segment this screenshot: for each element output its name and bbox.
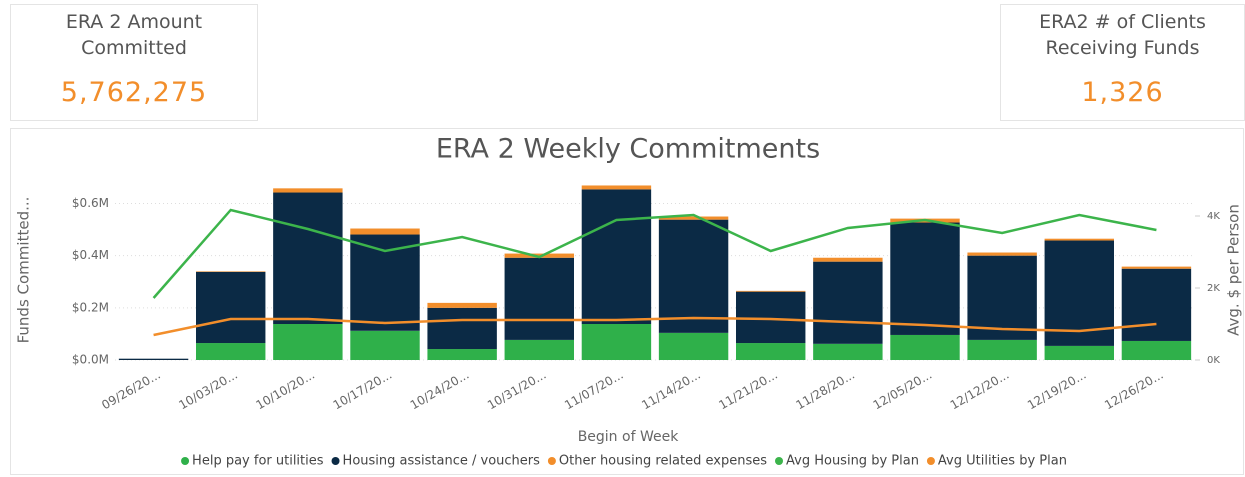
- y-tick-label: $0.4M: [72, 248, 109, 262]
- bar-segment: [813, 343, 883, 360]
- legend-swatch: [331, 457, 340, 465]
- y2-tick-label: 4K: [1207, 211, 1220, 222]
- x-tick-label: 09/26/20...: [99, 368, 163, 413]
- x-tick-label: 11/07/20...: [562, 368, 626, 413]
- x-tick-label: 10/31/20...: [485, 368, 549, 413]
- y-tick-label: $0.0M: [72, 353, 109, 367]
- chart-title: ERA 2 Weekly Commitments: [436, 134, 820, 165]
- y-tick-label: $0.2M: [72, 300, 109, 314]
- line-series: [153, 316, 1157, 337]
- legend-swatch: [181, 457, 190, 465]
- x-axis-title: Begin of Week: [578, 429, 680, 445]
- kpi-value: 1,326: [1081, 77, 1164, 108]
- bar-segment: [196, 343, 266, 360]
- bar-segment: [273, 192, 343, 324]
- x-tick-label: 12/12/20...: [948, 368, 1012, 413]
- bar-segment: [427, 307, 497, 350]
- bar-segment: [658, 332, 729, 360]
- x-tick-label: 11/28/20...: [794, 368, 858, 413]
- bar-segment: [1044, 238, 1114, 241]
- y-tick-label: $0.6M: [72, 196, 109, 210]
- bar-segment: [196, 271, 266, 344]
- kpi-card: ERA 2 Amount Committed 5,762,275: [10, 4, 258, 121]
- bar-segment: [736, 291, 806, 344]
- bar-segment: [581, 324, 652, 360]
- bar-segment: [581, 189, 652, 324]
- bar-segment: [658, 216, 729, 220]
- kpi-title: ERA2 # of Clients Receiving Funds: [1039, 11, 1206, 59]
- bar-segment: [427, 349, 497, 360]
- y-axis-title: Funds Committed...: [15, 197, 33, 344]
- bar-segment: [967, 339, 1037, 360]
- bar-segment: [427, 302, 497, 308]
- bar-segment: [736, 290, 806, 292]
- kpi-title: ERA 2 Amount Committed: [65, 11, 203, 59]
- legend-label: Avg Utilities by Plan: [938, 454, 1067, 469]
- x-tick-label: 10/17/20...: [331, 368, 395, 413]
- y2-tick-label: 2K: [1207, 283, 1220, 294]
- x-tick-label: 12/19/20...: [1025, 368, 1089, 413]
- bar-segment: [196, 271, 266, 272]
- bar-segment: [273, 324, 343, 360]
- bar-segment: [504, 339, 574, 360]
- bar-segment: [890, 334, 960, 360]
- x-tick-label: 10/24/20...: [408, 368, 472, 413]
- legend-label: Help pay for utilities: [192, 454, 324, 469]
- kpi-card: ERA2 # of Clients Receiving Funds 1,326: [1000, 4, 1245, 121]
- bar-segment: [658, 219, 729, 333]
- x-tick-label: 11/21/20...: [716, 368, 780, 413]
- bar-segment: [890, 222, 960, 335]
- legend-label: Other housing related expenses: [559, 454, 767, 469]
- bar-segment: [350, 234, 420, 331]
- bar-segment: [1121, 266, 1192, 269]
- x-tick-label: 12/05/20...: [871, 368, 935, 413]
- bar-segment: [967, 252, 1037, 256]
- x-tick-label: 12/26/20...: [1102, 368, 1166, 413]
- legend-swatch: [775, 457, 784, 465]
- bar-segment: [967, 255, 1037, 340]
- bar-segment: [813, 261, 883, 344]
- bar-segment: [504, 257, 574, 340]
- y2-tick-label: 0K: [1207, 355, 1220, 366]
- bar-segment: [581, 185, 652, 190]
- bar-segment: [273, 188, 343, 193]
- legend: Help pay for utilities Housing assistance…: [181, 454, 1067, 469]
- bar-segment: [1121, 340, 1192, 360]
- kpi-value: 5,762,275: [60, 77, 208, 108]
- legend-swatch: [926, 457, 935, 465]
- bar-segment: [1044, 345, 1114, 360]
- legend-swatch: [547, 457, 556, 465]
- bar-segment: [813, 257, 883, 262]
- line-series: [152, 208, 1157, 299]
- x-tick-label: 10/03/20...: [176, 368, 240, 413]
- x-tick-label: 10/10/20...: [254, 368, 318, 413]
- chart-panel: [10, 128, 1244, 475]
- bar-segment: [736, 343, 806, 360]
- x-tick-label: 11/14/20...: [639, 368, 703, 413]
- bar-segment: [350, 228, 420, 235]
- bar-segment: [350, 330, 420, 360]
- bar-segment: [1121, 268, 1192, 341]
- y2-axis-title: Avg. $ per Person: [1225, 204, 1243, 336]
- bar-segment: [118, 358, 189, 360]
- legend-label: Housing assistance / vouchers: [343, 454, 541, 469]
- legend-label: Avg Housing by Plan: [786, 454, 919, 469]
